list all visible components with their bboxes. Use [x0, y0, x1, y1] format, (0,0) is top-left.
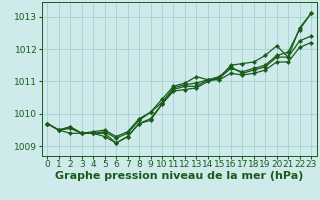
X-axis label: Graphe pression niveau de la mer (hPa): Graphe pression niveau de la mer (hPa): [55, 171, 303, 181]
